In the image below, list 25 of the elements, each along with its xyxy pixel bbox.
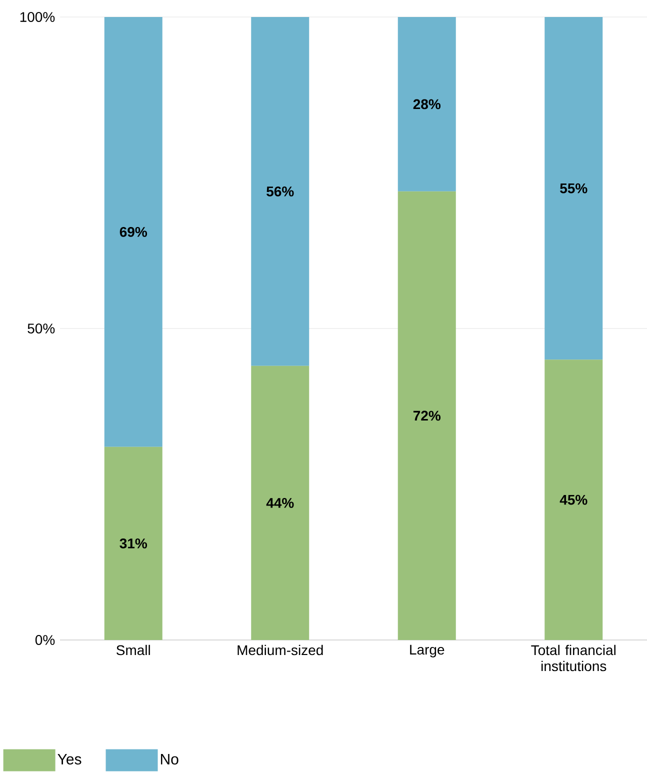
y-tick-label: 50%: [28, 324, 55, 334]
data-label: 28%: [413, 99, 440, 110]
x-tick-label: Small: [116, 644, 150, 656]
x-tick-label: Medium-sized: [238, 644, 323, 656]
bar: [104, 446, 162, 640]
legend-label: Yes: [58, 754, 82, 764]
y-tick-label: 100%: [20, 12, 55, 22]
bar: [104, 16, 162, 447]
legend-label: No: [160, 754, 178, 764]
bar: [398, 191, 456, 640]
bar: [398, 16, 456, 192]
data-label: 45%: [560, 494, 588, 505]
x-tick-label: Large: [410, 644, 444, 658]
x-tick-label: Total financial institutions: [531, 644, 616, 672]
data-label: 69%: [120, 226, 147, 237]
data-label: 31%: [120, 538, 147, 548]
bar: [544, 16, 603, 360]
data-label: 56%: [266, 186, 294, 196]
data-label: 55%: [560, 183, 588, 194]
bar: [544, 360, 603, 640]
data-label: 44%: [266, 498, 294, 508]
bar: [251, 366, 310, 640]
bar: [251, 16, 310, 366]
y-tick-label: 0%: [35, 635, 55, 645]
data-label: 72%: [413, 410, 440, 421]
